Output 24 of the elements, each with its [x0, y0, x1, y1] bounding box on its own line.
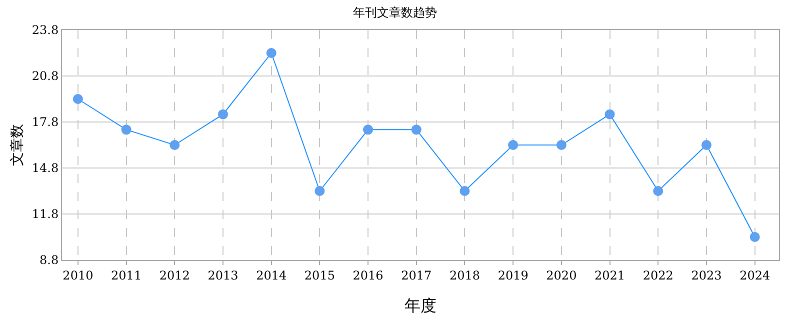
x-tick-label: 2022 — [642, 268, 674, 282]
x-tick-label: 2016 — [352, 268, 384, 282]
y-tick-label: 11.8 — [32, 207, 59, 222]
x-tick-label: 2013 — [208, 268, 238, 282]
y-axis-title: 文章数 — [9, 124, 26, 166]
x-tick-label: 2015 — [304, 268, 335, 282]
y-tick-label: 14.8 — [32, 161, 59, 176]
x-tick-label: 2019 — [498, 268, 528, 282]
x-tick-label: 2023 — [691, 268, 722, 282]
y-tick-label: 23.8 — [32, 23, 59, 38]
y-tick-label: 20.8 — [32, 69, 59, 84]
chart-title: 年刊文章数趋势 — [353, 6, 437, 20]
x-axis-title: 年度 — [404, 296, 436, 316]
y-tick-label: 8.8 — [40, 253, 59, 268]
x-tick-label: 2020 — [546, 268, 577, 282]
x-tick-label: 2014 — [256, 268, 287, 282]
x-tick-label: 2018 — [449, 268, 480, 282]
x-tick-label: 2017 — [401, 268, 432, 282]
y-tick-label: 17.8 — [32, 115, 59, 130]
x-tick-label: 2011 — [111, 268, 142, 282]
x-tick-label: 2010 — [62, 268, 94, 282]
x-tick-label: 2012 — [159, 268, 190, 282]
x-tick-label: 2024 — [740, 268, 770, 282]
x-tick-label: 2021 — [594, 268, 626, 282]
